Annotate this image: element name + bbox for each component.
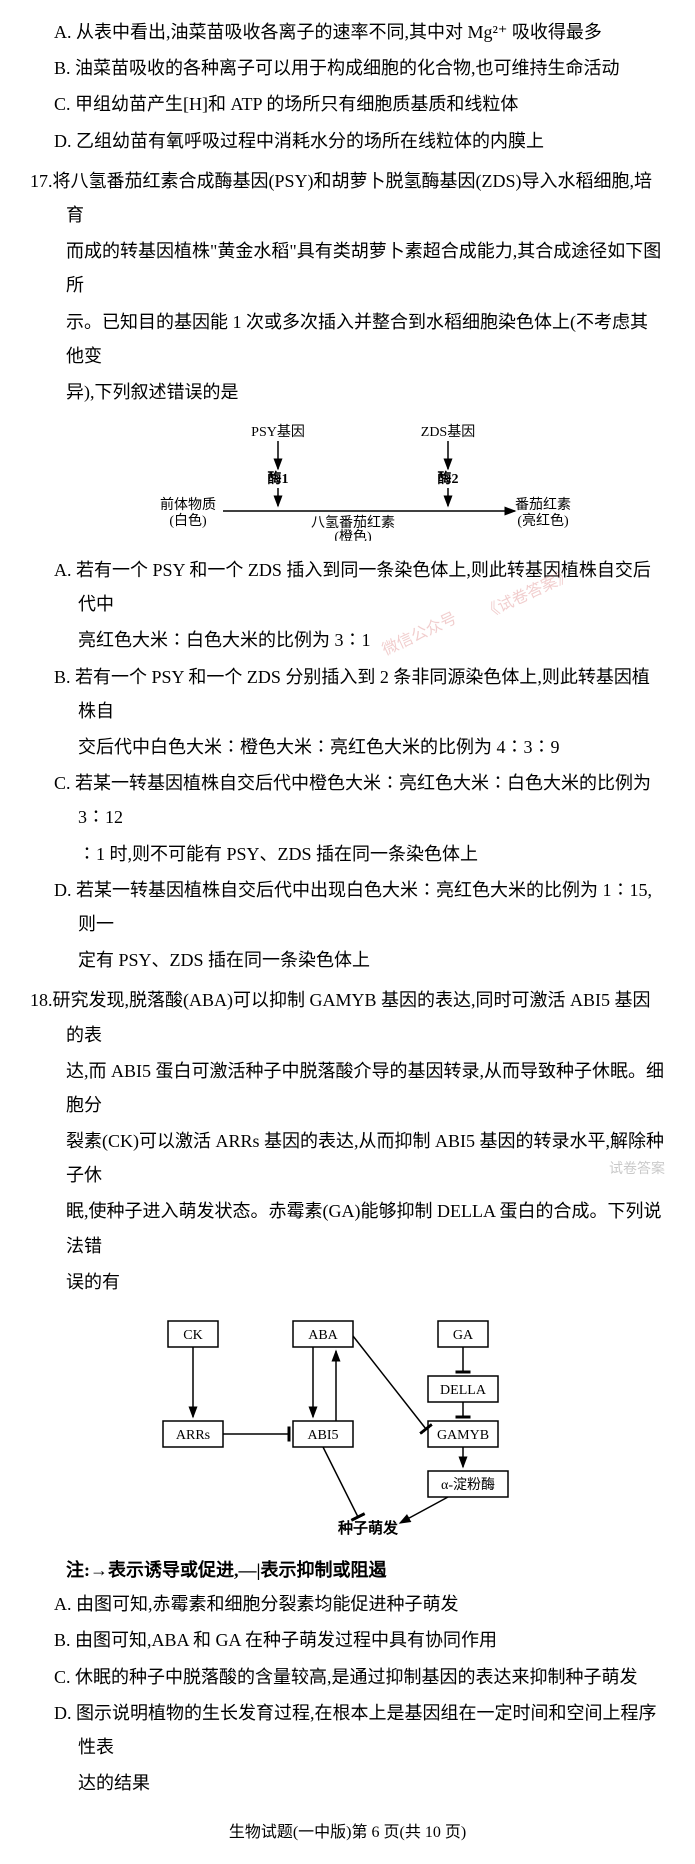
- q17-diagram: PSY基因 ZDS基因 酶1 酶2 前体物质 (白色) 八氢番茄红素 (橙色) …: [30, 421, 665, 541]
- svg-text:酶2: 酶2: [437, 470, 458, 487]
- svg-text:DELLA: DELLA: [440, 1383, 487, 1398]
- svg-text:PSY基因: PSY基因: [251, 423, 305, 440]
- svg-text:(白色): (白色): [169, 512, 207, 529]
- svg-text:GAMYB: GAMYB: [436, 1428, 488, 1443]
- q16-option-b: B. 油菜苗吸收的各种离子可以用于构成细胞的化合物,也可维持生命活动: [30, 51, 665, 85]
- q18-number: 18.: [30, 990, 53, 1010]
- svg-text:ABA: ABA: [308, 1328, 338, 1343]
- svg-text:前体物质: 前体物质: [160, 496, 216, 513]
- svg-text:种子萌发: 种子萌发: [336, 1519, 398, 1537]
- q18-stem-line4: 眠,使种子进入萌发状态。赤霉素(GA)能够抑制 DELLA 蛋白的合成。下列说法…: [30, 1194, 665, 1262]
- svg-text:α-淀粉酶: α-淀粉酶: [441, 1477, 495, 1493]
- q17-stem-line3: 示。已知目的基因能 1 次或多次插入并整合到水稻细胞染色体上(不考虑其他变: [30, 305, 665, 373]
- q17-option-c-l1: C. 若某一转基因植株自交后代中橙色大米∶亮红色大米∶白色大米的比例为 3∶12: [30, 766, 665, 834]
- svg-text:CK: CK: [183, 1328, 202, 1343]
- q18-option-a: A. 由图可知,赤霉素和细胞分裂素均能促进种子萌发: [30, 1587, 665, 1621]
- q17-stem-line4: 异),下列叙述错误的是: [30, 375, 665, 409]
- q17-stem-line1: 将八氢番茄红素合成酶基因(PSY)和胡萝卜脱氢酶基因(ZDS)导入水稻细胞,培育: [53, 171, 653, 225]
- q18-stem-line2: 达,而 ABI5 蛋白可激活种子中脱落酸介导的基因转录,从而导致种子休眠。细胞分: [30, 1054, 665, 1122]
- q17-option-a-l1: A. 若有一个 PSY 和一个 ZDS 插入到同一条染色体上,则此转基因植株自交…: [30, 553, 665, 621]
- svg-text:(橙色): (橙色): [334, 528, 372, 541]
- q17-stem: 17.将八氢番茄红素合成酶基因(PSY)和胡萝卜脱氢酶基因(ZDS)导入水稻细胞…: [30, 164, 665, 232]
- svg-text:(亮红色): (亮红色): [517, 512, 569, 529]
- q18-option-c: C. 休眠的种子中脱落酸的含量较高,是通过抑制基因的表达来抑制种子萌发: [30, 1660, 665, 1694]
- svg-text:八氢番茄红素: 八氢番茄红素: [311, 514, 395, 531]
- svg-text:酶1: 酶1: [267, 470, 288, 487]
- svg-text:ABI5: ABI5: [307, 1428, 338, 1443]
- q17-stem-line2: 而成的转基因植株"黄金水稻"具有类胡萝卜素超合成能力,其合成途径如下图所: [30, 234, 665, 302]
- q18-diagram: CK ABA GA ARRs ABI5 DELLA GAMYB α-淀粉酶 种子…: [30, 1311, 665, 1541]
- q16-option-a: A. 从表中看出,油菜苗吸收各离子的速率不同,其中对 Mg²⁺ 吸收得最多: [30, 15, 665, 49]
- q18-stem-line3: 裂素(CK)可以激活 ARRs 基因的表达,从而抑制 ABI5 基因的转录水平,…: [30, 1124, 665, 1192]
- q17-option-b-l1: B. 若有一个 PSY 和一个 ZDS 分别插入到 2 条非同源染色体上,则此转…: [30, 660, 665, 728]
- q18-stem-line1: 研究发现,脱落酸(ABA)可以抑制 GAMYB 基因的表达,同时可激活 ABI5…: [53, 990, 651, 1044]
- q17-option-d-l1: D. 若某一转基因植株自交后代中出现白色大米∶亮红色大米的比例为 1∶15,则一: [30, 873, 665, 941]
- q18-stem: 18.研究发现,脱落酸(ABA)可以抑制 GAMYB 基因的表达,同时可激活 A…: [30, 983, 665, 1051]
- q18-option-d-l1: D. 图示说明植物的生长发育过程,在根本上是基因组在一定时间和空间上程序性表: [30, 1696, 665, 1764]
- q17-number: 17.: [30, 171, 53, 191]
- q18-stem-line5: 误的有: [30, 1265, 665, 1299]
- q17-option-a-l2: 亮红色大米∶白色大米的比例为 3∶1: [30, 623, 665, 657]
- q16-option-c: C. 甲组幼苗产生[H]和 ATP 的场所只有细胞质基质和线粒体: [30, 87, 665, 121]
- svg-text:GA: GA: [452, 1328, 473, 1343]
- q17-option-d-l2: 定有 PSY、ZDS 插在同一条染色体上: [30, 943, 665, 977]
- q18-option-d-l2: 达的结果: [30, 1766, 665, 1800]
- q17-option-b-l2: 交后代中白色大米∶橙色大米∶亮红色大米的比例为 4∶3∶9: [30, 730, 665, 764]
- q18-note: 注:→表示诱导或促进,—|表示抑制或阻遏: [30, 1553, 665, 1587]
- svg-text:番茄红素: 番茄红素: [515, 496, 571, 513]
- q17-option-c-l2: ∶1 时,则不可能有 PSY、ZDS 插在同一条染色体上: [30, 837, 665, 871]
- q16-option-d: D. 乙组幼苗有氧呼吸过程中消耗水分的场所在线粒体的内膜上: [30, 124, 665, 158]
- svg-text:ZDS基因: ZDS基因: [420, 423, 474, 440]
- svg-text:ARRs: ARRs: [175, 1428, 209, 1443]
- page-footer: 生物试题(一中版)第 6 页(共 10 页): [30, 1818, 665, 1848]
- q18-option-b: B. 由图可知,ABA 和 GA 在种子萌发过程中具有协同作用: [30, 1623, 665, 1657]
- watermark-icon: 试卷答案: [609, 1157, 665, 1184]
